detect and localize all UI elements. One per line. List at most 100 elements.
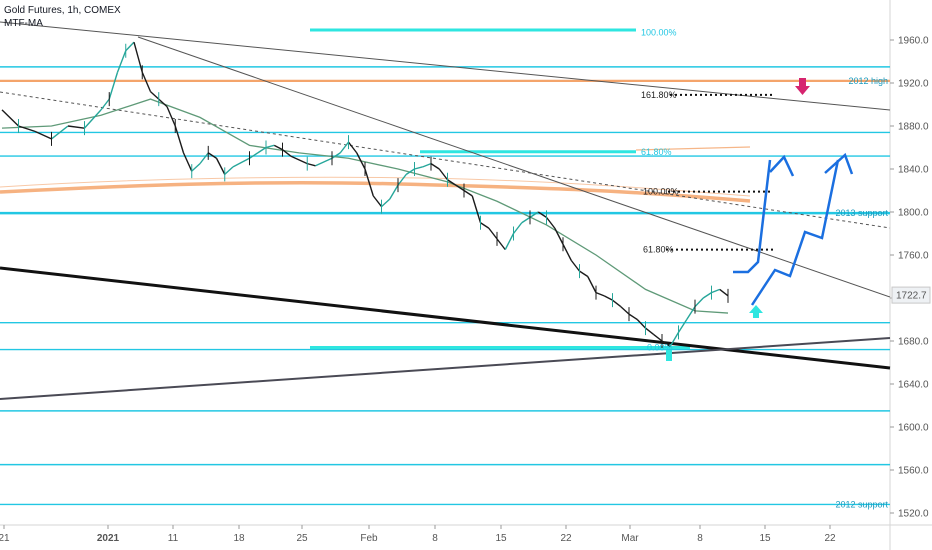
price-segment	[125, 41, 135, 52]
price-segment	[422, 162, 432, 168]
rising-trendline	[0, 337, 891, 400]
cyan-up-arrow-icon	[749, 305, 763, 318]
price-segment	[331, 152, 341, 159]
price-segment	[686, 306, 696, 320]
price-segment	[504, 233, 515, 250]
cyan-marker-icon	[666, 350, 672, 361]
x-tick-label: Feb	[360, 533, 378, 544]
price-segment	[694, 297, 704, 308]
y-tick-label: 1760.0	[898, 251, 929, 262]
price-segment	[414, 166, 423, 170]
price-segment	[570, 259, 581, 272]
price-segment	[158, 98, 168, 108]
price-segment	[463, 189, 473, 197]
trendlines	[0, 21, 891, 400]
x-tick-label: 2021	[97, 533, 120, 544]
price-segment	[430, 163, 440, 170]
projection-arrowhead-1	[769, 154, 795, 177]
price-segment	[290, 155, 308, 165]
price-segment	[191, 163, 201, 172]
price-segment	[249, 152, 259, 159]
price-segment	[595, 291, 605, 297]
fib-label: 100.00%	[641, 27, 677, 37]
chart-title: Gold Futures, 1h, COMEX	[4, 5, 121, 16]
price-segment	[636, 319, 647, 329]
price-segment	[512, 222, 523, 234]
annotations: 100.00% 61.80% 161.80% 100.00% 61.80% 0.00% 20…	[641, 27, 888, 509]
y-tick-label: 1560.0	[898, 466, 929, 477]
price-segment	[677, 319, 688, 333]
y-tick-label: 1600.0	[898, 423, 929, 434]
ma-line	[1, 98, 729, 314]
price-segment	[207, 152, 217, 159]
price-segment	[174, 125, 185, 154]
price-segment	[669, 332, 680, 347]
projection-arrowhead-2	[824, 152, 854, 175]
indicator-label: MTF-MA	[4, 18, 43, 29]
chart-header: Gold Futures, 1h, COMEX MTF-MA	[4, 4, 121, 30]
price-segment	[133, 41, 143, 73]
price-series	[1, 41, 729, 348]
support-trendline-thick	[0, 266, 891, 370]
y-tick-label: 1640.0	[898, 380, 929, 391]
level-label: 2013 support	[835, 208, 888, 218]
y-tick-label: 1680.0	[898, 337, 929, 348]
price-segment	[702, 292, 712, 299]
price-segment	[166, 106, 176, 127]
x-tick-label: 22	[824, 533, 836, 544]
price-segment	[307, 162, 316, 167]
x-tick-label: 18	[233, 533, 245, 544]
price-segment	[215, 157, 226, 175]
price-segment	[645, 327, 655, 336]
price-segment	[587, 276, 597, 293]
price-segment	[232, 157, 250, 168]
y-tick-label: 1920.0	[898, 79, 929, 90]
price-segment	[471, 195, 482, 223]
price-segment	[182, 152, 193, 172]
price-segment	[150, 91, 160, 100]
price-segment	[389, 184, 399, 200]
x-tick-label: 8	[432, 533, 438, 544]
x-tick-label: 8	[697, 533, 703, 544]
orange-ma-thin	[0, 176, 751, 197]
price-segment	[100, 98, 110, 111]
x-tick-label: Mar	[621, 533, 639, 544]
y-tick-label: 1840.0	[898, 165, 929, 176]
price-segment	[562, 243, 572, 261]
price-segment	[455, 184, 465, 192]
time-axis: 21 2021 11 18 25 Feb 8 15 22 Mar 8 15 22	[0, 525, 836, 544]
price-segment	[661, 340, 671, 347]
price-segment	[579, 270, 589, 278]
x-tick-label: 21	[0, 533, 10, 544]
descending-trendline	[137, 36, 891, 298]
fib-label: 61.80%	[641, 147, 672, 157]
y-tick-label: 1880.0	[898, 122, 929, 133]
price-segment	[438, 168, 449, 181]
fib-label: 61.80%	[643, 245, 674, 255]
price-segment	[554, 227, 564, 245]
price-segment	[545, 216, 556, 229]
price-segment	[711, 288, 721, 294]
price-segment	[199, 152, 209, 165]
price-segment	[447, 179, 457, 186]
price-segment	[612, 299, 622, 308]
y-tick-label: 1800.0	[898, 208, 929, 219]
price-segment	[488, 227, 498, 240]
y-tick-label: 1520.0	[898, 509, 929, 520]
price-segment	[315, 157, 333, 167]
price-segment	[480, 222, 490, 229]
x-tick-label: 15	[759, 533, 771, 544]
ma-line-path	[1, 98, 729, 314]
price-segment	[265, 144, 275, 149]
price-segment	[405, 168, 415, 175]
fib-label: 161.80%	[641, 90, 677, 100]
price-segment	[537, 211, 547, 218]
price-segment	[529, 211, 539, 218]
price-axis: 1960.01920.01880.01840.01800.01760.01720…	[890, 36, 931, 520]
price-segment	[108, 72, 119, 100]
x-tick-label: 15	[495, 533, 507, 544]
projection-path-2	[750, 159, 840, 306]
orange-short-line	[635, 146, 751, 151]
